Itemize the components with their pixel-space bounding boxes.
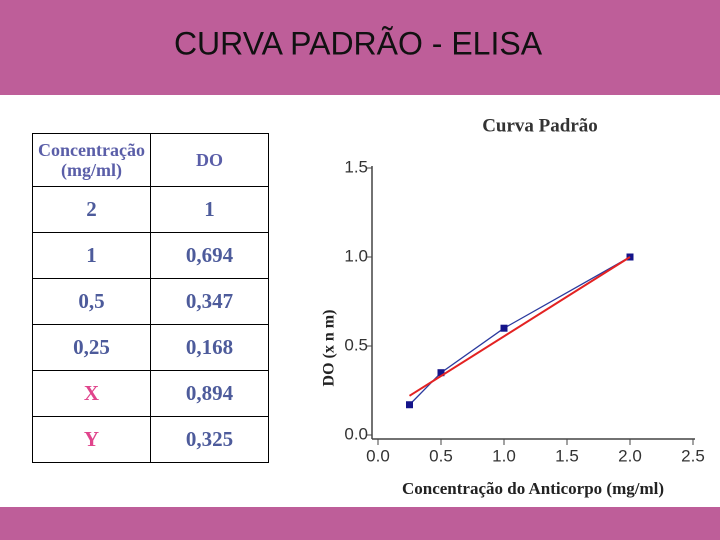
cell: 1 (150, 186, 269, 233)
x-tick-label: 2.0 (618, 446, 642, 465)
table-row: 0,5 0,347 (32, 278, 269, 325)
header-cell: DO (150, 133, 269, 187)
chart-title: Curva Padrão (482, 115, 598, 136)
data-point (406, 401, 413, 409)
header-band (0, 0, 720, 95)
cell: 0,694 (150, 232, 269, 279)
x-axis-label: Concentração do Anticorpo (mg/ml) (402, 479, 664, 498)
cell: X (32, 370, 151, 417)
table-header: Concentração (mg/ml) DO (32, 133, 269, 187)
footer-band (0, 507, 720, 540)
cell: 0,168 (150, 324, 269, 371)
x-tick-label: 0.5 (429, 446, 453, 465)
data-point (500, 324, 508, 332)
cell: 2 (32, 186, 151, 233)
header-cell: Concentração (mg/ml) (32, 133, 151, 187)
table-row: Y 0,325 (32, 416, 269, 463)
x-tick-label: 1.5 (555, 446, 579, 465)
cell: 0,347 (150, 278, 269, 325)
series-line (409, 256, 631, 406)
y-tick-label: 0.0 (344, 424, 368, 443)
y-axis-label: DO (x n m) (321, 310, 338, 387)
series-line (408, 256, 631, 397)
cell: 0,5 (32, 278, 151, 325)
cell: Y (32, 416, 151, 463)
data-point (437, 369, 445, 377)
x-tick-label: 2.5 (681, 446, 705, 465)
x-tick-label: 1.0 (492, 446, 516, 465)
slide-title: CURVA PADRÃO - ELISA (174, 25, 543, 61)
y-tick-label: 1.0 (344, 246, 368, 265)
y-tick-label: 0.5 (344, 335, 368, 354)
y-tick-label: 1.5 (344, 157, 368, 176)
cell: 1 (32, 232, 151, 279)
table-row: X 0,894 (32, 370, 269, 417)
cell: 0,325 (150, 416, 269, 463)
x-tick-label: 0.0 (366, 446, 390, 465)
table-row: 1 0,694 (32, 232, 269, 279)
cell: 0,894 (150, 370, 269, 417)
table-row: 0,25 0,168 (32, 324, 269, 371)
cell: 0,25 (32, 324, 151, 371)
